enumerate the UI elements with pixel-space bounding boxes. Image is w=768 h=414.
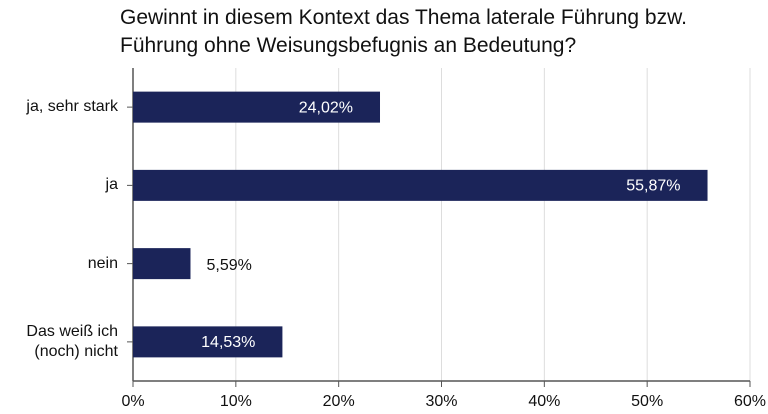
bar	[133, 326, 283, 358]
value-label: 24,02%	[299, 99, 353, 116]
x-tick-label: 40%	[528, 393, 560, 410]
value-label: 55,87%	[626, 178, 680, 195]
y-tick-label: ja, sehr stark	[26, 98, 118, 116]
x-tick-label: 10%	[220, 393, 252, 410]
x-tick-label: 60%	[734, 393, 766, 410]
y-tick-label: ja	[105, 176, 118, 194]
y-tick-label: nein	[87, 254, 118, 272]
value-label: 5,59%	[206, 257, 251, 274]
value-label: 14,53%	[201, 334, 255, 351]
bar	[133, 248, 191, 280]
y-tick-label: Das weiß ich (noch) nicht	[26, 322, 118, 360]
x-tick-label: 50%	[631, 393, 663, 410]
chart-title: Gewinnt in diesem Kontext das Thema late…	[120, 6, 687, 57]
x-tick-label: 30%	[425, 393, 457, 410]
bar	[133, 91, 381, 123]
x-tick-label: 20%	[323, 393, 355, 410]
x-tick-label: 0%	[121, 393, 144, 410]
bar	[133, 169, 708, 201]
